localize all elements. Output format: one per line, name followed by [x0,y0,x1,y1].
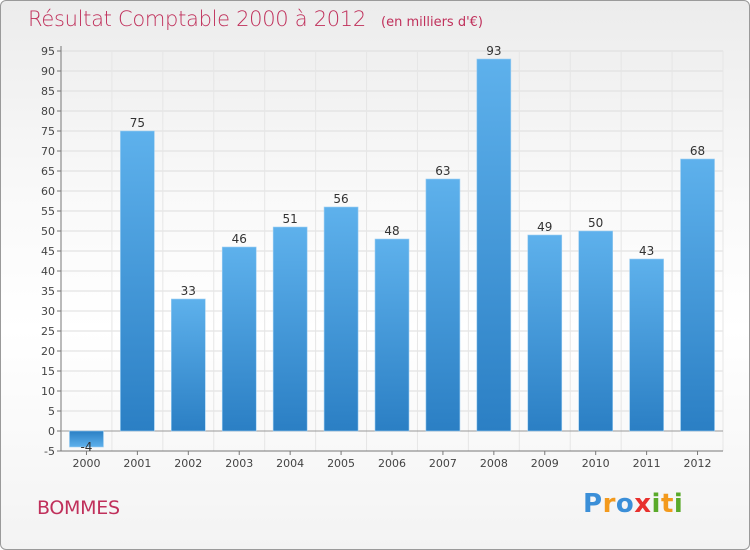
bar-2005 [323,206,359,432]
data-label: 56 [333,192,348,206]
chart-title: Résultat Comptable 2000 à 2012 [28,7,366,31]
bar-2012 [680,158,715,432]
x-tick-label: 2010 [582,457,610,470]
x-tick-label: 2009 [531,457,559,470]
y-tick-label: 25 [41,325,55,338]
logo-letter: i [651,489,661,519]
x-tick-label: 2005 [327,457,355,470]
data-label: 46 [232,232,247,246]
bar-2000 [69,430,104,448]
data-label: 75 [130,116,145,130]
logo-letter: i [673,489,684,519]
bar-2007 [425,178,461,432]
y-tick-label: 80 [41,105,55,118]
y-tick-label: 35 [41,285,55,298]
y-tick-label: 85 [41,85,55,98]
logo-letter: x [634,489,652,519]
y-tick-label: 10 [41,385,55,398]
bar-2006 [374,238,410,432]
x-tick-label: 2004 [276,457,304,470]
label-layer: -4 75 33 46 51 56 48 63 93 49 50 43 68 [80,44,705,454]
y-tick-label: 65 [41,165,55,178]
axis-layer: -5 0 5 10 15 20 25 30 35 40 45 50 55 60 65 70 75 80 85 90 95… [41,45,723,470]
x-tick-label: 2011 [633,457,661,470]
x-tick-label: 2007 [429,457,457,470]
data-label: 63 [435,164,450,178]
data-label: 68 [690,144,705,158]
x-tick-label: 2001 [123,457,151,470]
y-tick-label: 15 [41,365,55,378]
chart-title-block: Résultat Comptable 2000 à 2012 (en milli… [28,7,483,31]
y-tick-label: 30 [41,305,55,318]
data-label: 43 [639,244,654,258]
y-tick-label: 75 [41,125,55,138]
bar-2010 [578,230,613,432]
x-tick-label: 2012 [684,457,712,470]
data-label: -4 [80,440,92,454]
y-tick-label: 0 [48,425,55,438]
logo-letter: r [602,489,616,519]
bar-2001 [120,130,155,432]
logo-letter: o [615,489,635,519]
bar-2002 [171,298,206,432]
y-tick-label: 45 [41,245,55,258]
x-tick-label: 2000 [72,457,100,470]
data-label: 48 [384,224,399,238]
x-tick-label: 2006 [378,457,406,470]
y-tick-label: -5 [44,445,55,458]
proxiti-logo[interactable]: Proxiti [583,489,683,519]
y-tick-label: 95 [41,45,55,58]
x-tick-label: 2003 [225,457,253,470]
y-tick-label: 40 [41,265,55,278]
data-label: 33 [181,284,196,298]
y-tick-label: 70 [41,145,55,158]
y-tick-label: 55 [41,205,55,218]
y-tick-label: 90 [41,65,55,78]
logo-letter: P [583,489,603,519]
bar-2011 [629,258,664,432]
y-tick-label: 5 [48,405,55,418]
y-tick-label: 20 [41,345,55,358]
x-tick-label: 2002 [174,457,202,470]
logo-letter: t [660,489,674,519]
y-tick-label: 50 [41,225,55,238]
data-label: 51 [283,212,298,226]
data-label: 49 [537,220,552,234]
data-label: 50 [588,216,603,230]
x-tick-label: 2008 [480,457,508,470]
town-name: BOMMES [37,497,120,519]
bar-2008 [476,58,512,432]
bar-2009 [527,234,563,432]
bar-2003 [221,246,257,432]
chart-unit: (en milliers d'€) [381,15,483,30]
bar-layer [69,58,715,448]
data-label: 93 [486,44,501,58]
y-tick-label: 60 [41,185,55,198]
bar-2004 [272,226,308,432]
